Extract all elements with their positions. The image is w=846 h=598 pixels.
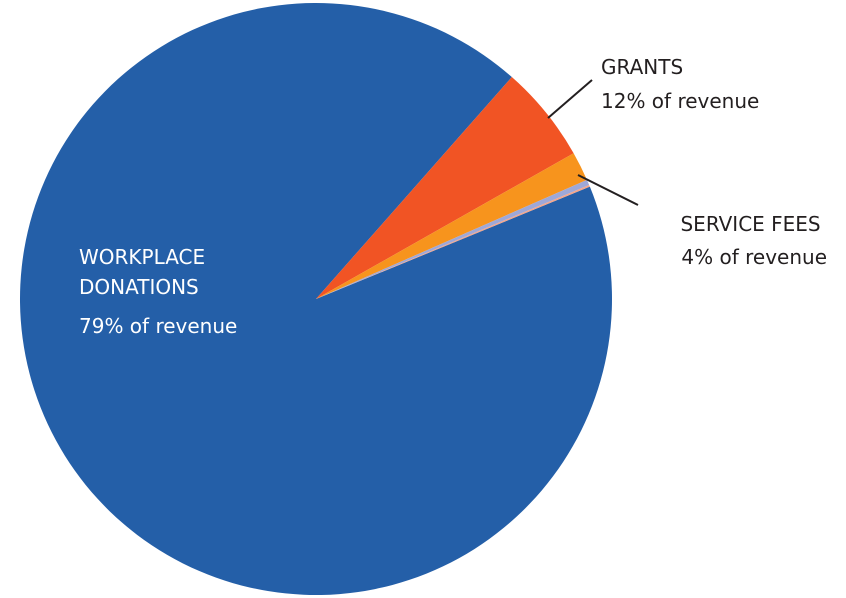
grants-label-line2: 12% of revenue xyxy=(601,89,759,113)
pie-slice-workplace-donations xyxy=(19,2,612,595)
service-fees-label: SERVICE FEES 4% of revenue xyxy=(680,212,827,269)
pie-slice-grants xyxy=(316,77,574,299)
pie-slice-service-fees xyxy=(316,153,587,299)
leader-lines xyxy=(547,79,639,206)
service-fees-leader-line xyxy=(577,174,639,206)
workplace-donations-label: WORKPLACE DONATIONS 79% of revenue xyxy=(79,245,237,338)
pie-slice-unlabeled-4 xyxy=(316,184,590,299)
service-fees-label-line2: 4% of revenue xyxy=(681,245,827,269)
service-fees-label-line1: SERVICE FEES xyxy=(680,212,820,236)
pie-slices xyxy=(19,2,612,595)
workplace-donations-label-line1: WORKPLACE xyxy=(79,245,205,269)
grants-label-line1: GRANTS xyxy=(601,55,683,79)
grants-leader-line xyxy=(547,79,593,119)
workplace-donations-label-line3: 79% of revenue xyxy=(79,314,237,338)
workplace-donations-label-line2: DONATIONS xyxy=(79,275,199,299)
pie-slice-unlabeled-3 xyxy=(316,179,590,299)
grants-label: GRANTS 12% of revenue xyxy=(601,55,759,113)
